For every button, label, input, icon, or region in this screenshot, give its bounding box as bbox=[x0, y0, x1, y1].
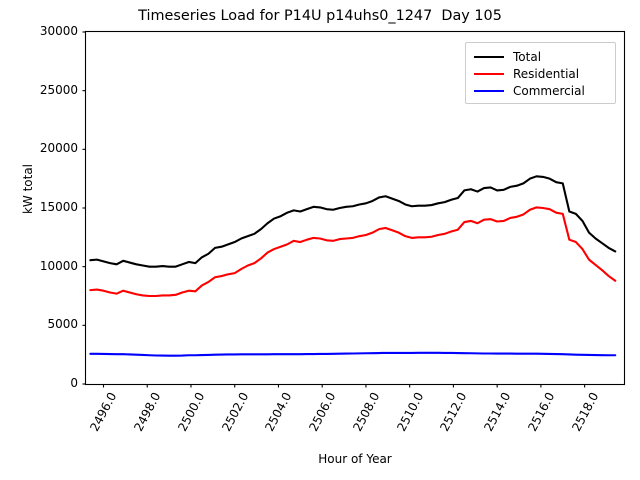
y-tick-label: 10000 bbox=[39, 258, 78, 273]
y-tick-label: 5000 bbox=[47, 317, 78, 332]
y-tick-label: 30000 bbox=[39, 24, 78, 38]
legend-item: Total bbox=[474, 48, 607, 65]
series-line-total bbox=[89, 175, 617, 268]
y-tick-marks bbox=[82, 31, 86, 385]
y-tick-label: 20000 bbox=[39, 141, 78, 156]
legend-line-swatch-commercial bbox=[474, 89, 504, 92]
chart-title: Timeseries Load for P14U p14uhs0_1247 Da… bbox=[138, 8, 502, 24]
series-line-residential bbox=[89, 206, 617, 298]
legend-label-total: Total bbox=[513, 49, 542, 64]
legend-label-commercial: Commercial bbox=[513, 83, 585, 98]
legend-line-swatch-residential bbox=[474, 72, 504, 75]
data-series-group bbox=[89, 175, 617, 357]
x-tick-marks bbox=[102, 384, 586, 388]
y-tick-label: 15000 bbox=[39, 200, 78, 214]
legend-line-swatch-total bbox=[474, 55, 504, 58]
legend-item: Commercial bbox=[474, 82, 607, 99]
series-line-commercial bbox=[89, 351, 617, 357]
chart-legend: Total Residential Commercial bbox=[465, 42, 616, 104]
legend-item: Residential bbox=[474, 65, 607, 82]
y-tick-label: 0 bbox=[70, 376, 78, 390]
legend-label-residential: Residential bbox=[513, 66, 580, 81]
y-axis-label: kW total bbox=[21, 163, 35, 215]
y-tick-label: 25000 bbox=[39, 82, 78, 97]
x-axis-label: Hour of Year bbox=[318, 452, 392, 466]
